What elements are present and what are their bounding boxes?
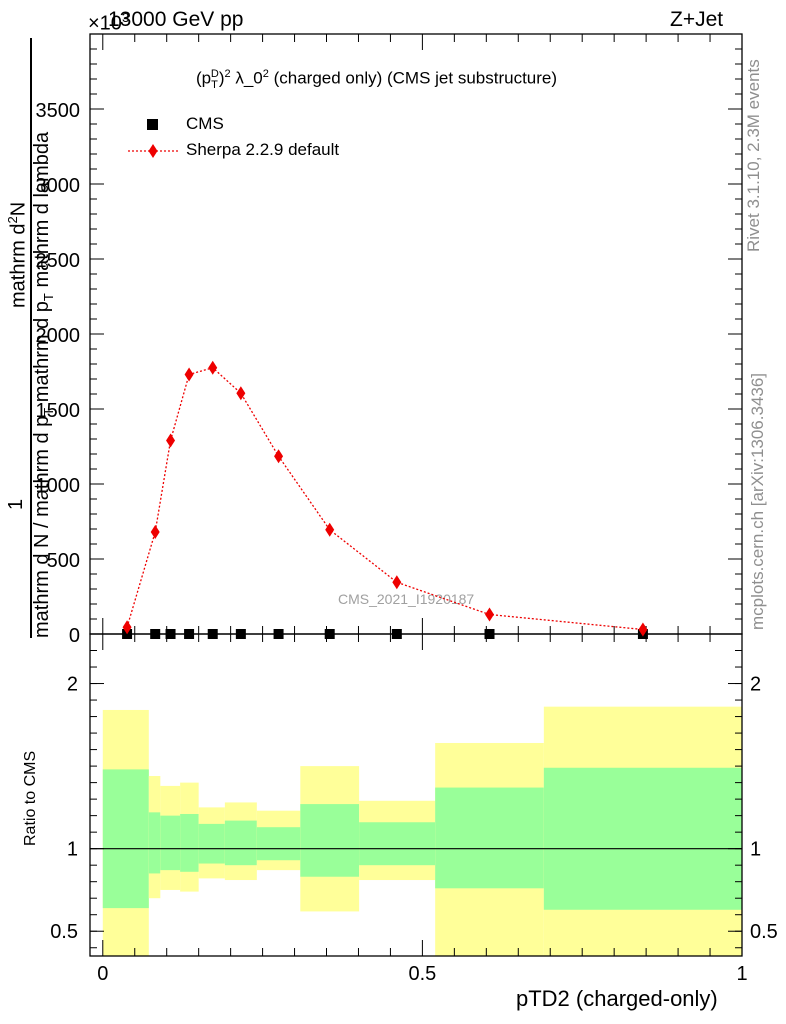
green-band-1	[148, 812, 161, 874]
sherpa-point	[485, 607, 495, 622]
main-y-tick-label: 3500	[36, 100, 81, 122]
main-series	[122, 360, 648, 639]
main-y-tick-label: 0	[69, 625, 80, 647]
green-band-8	[359, 822, 436, 866]
ratio-y-tick-label-right: 0.5	[750, 921, 778, 943]
main-y-tick-label: 1000	[36, 475, 81, 497]
cms-point	[273, 629, 284, 639]
legend-sherpa-label: Sherpa 2.2.9 default	[186, 140, 340, 159]
green-band-9	[435, 787, 544, 889]
sherpa-point	[274, 449, 284, 464]
sherpa-point	[236, 386, 246, 401]
green-band-10	[543, 767, 742, 910]
cms-point	[484, 629, 495, 639]
legend-cms-marker	[147, 119, 158, 130]
cms-point	[235, 629, 246, 639]
cms-point	[207, 629, 218, 639]
green-band-3	[180, 813, 199, 872]
main-y-tick-label: 3000	[36, 175, 81, 197]
green-band-0	[102, 769, 149, 909]
y-exponent-base: ×10	[88, 12, 122, 35]
x-tick-label: 1	[736, 963, 747, 985]
cms-point	[165, 629, 176, 639]
sherpa-point	[150, 525, 160, 539]
sherpa-point	[166, 433, 176, 448]
y-exponent: ×103	[88, 10, 129, 36]
legend-cms-label: CMS	[186, 114, 224, 133]
sherpa-point	[184, 367, 194, 382]
legend-marks	[128, 119, 178, 158]
main-axes: 0 500 1000 1500 2000 2500 3000 3500	[36, 33, 743, 647]
x-tick-label: 0.5	[408, 963, 436, 985]
ratio-y-tick-label: 2	[67, 674, 78, 696]
x-tick-label: 0	[97, 963, 108, 985]
main-frame	[89, 33, 743, 635]
ratio-bands	[102, 706, 742, 956]
y-exponent-power: 3	[121, 10, 130, 25]
cms-point	[391, 629, 402, 639]
header-right: Z+Jet	[670, 8, 724, 31]
main-y-tick-label: 500	[47, 550, 80, 572]
main-y-tick-label: 1500	[36, 400, 81, 422]
green-band-5	[224, 820, 257, 866]
plot-title: (pTD)2 λ_02 (charged only) (CMS jet subs…	[196, 68, 558, 92]
watermark: CMS_2021_I1920187	[338, 591, 475, 607]
sherpa-point	[638, 622, 648, 637]
main-y-tick-label: 2000	[36, 325, 81, 347]
sherpa-line	[126, 367, 643, 631]
ratio-y-tick-label: 0.5	[50, 921, 78, 943]
sherpa-point	[208, 360, 218, 375]
sherpa-point	[122, 620, 132, 635]
ratio-y-tick-label: 1	[67, 839, 78, 861]
green-band-7	[300, 804, 360, 877]
cms-point	[150, 629, 161, 639]
sherpa-point	[392, 575, 402, 590]
main-y-tick-label: 2500	[36, 250, 81, 272]
green-band-2	[160, 815, 181, 871]
green-band-4	[198, 823, 225, 864]
x-axis-title: pTD2 (charged-only)	[516, 986, 718, 1011]
legend-sherpa-marker	[148, 144, 158, 158]
cms-point	[184, 629, 195, 639]
header-left: 13000 GeV pp	[108, 8, 244, 31]
cms-point	[324, 629, 335, 639]
ratio-y-tick-label-right: 1	[750, 839, 761, 861]
green-band-6	[256, 827, 301, 861]
ratio-y-tick-label-right: 2	[750, 674, 761, 696]
sherpa-point	[325, 522, 335, 537]
